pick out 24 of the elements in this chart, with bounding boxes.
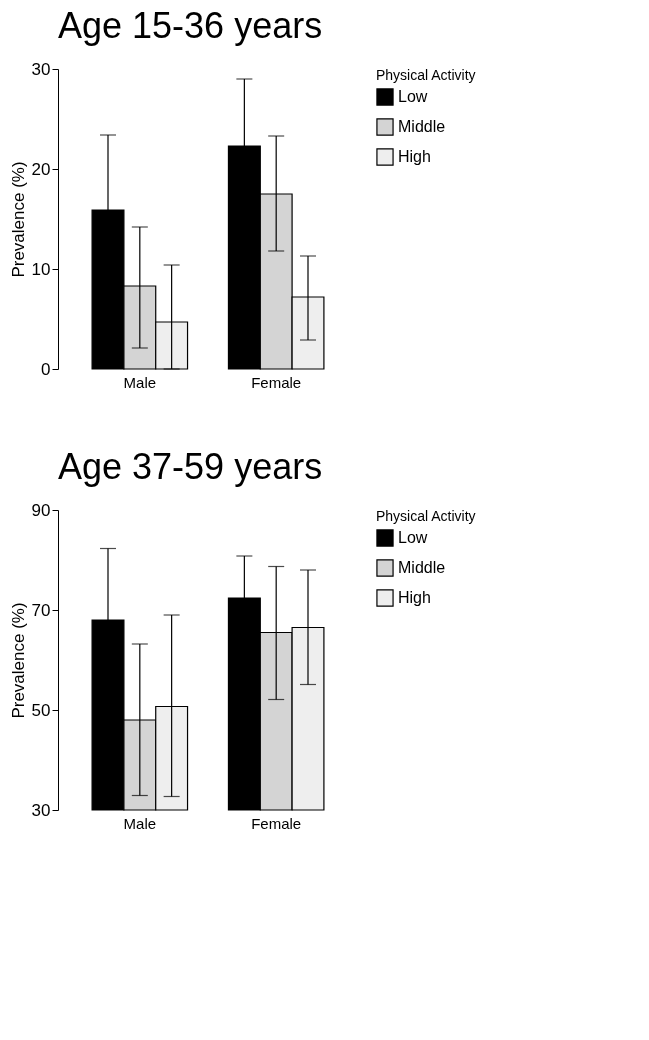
y-tick-label: 90 — [31, 500, 51, 520]
x-tick-label: Female — [251, 814, 302, 832]
legend-label: Middle — [398, 118, 446, 135]
y-tick-label: 50 — [31, 700, 51, 720]
legend-label: High — [398, 589, 431, 606]
chart-title: Age 15-36 years — [58, 5, 323, 46]
chart-title: Age 37-59 years — [58, 446, 323, 487]
y-tick-label: 0 — [41, 359, 51, 379]
y-tick-label: 10 — [31, 259, 51, 279]
y-tick-label: 70 — [31, 600, 51, 620]
legend-label: Low — [398, 88, 428, 105]
y-tick-label: 20 — [31, 159, 51, 179]
x-tick-label: Male — [123, 814, 157, 832]
x-tick-label: Male — [123, 373, 157, 391]
y-axis-title: Prevalence (%) — [8, 161, 28, 278]
legend-title: Physical Activity — [376, 508, 476, 524]
legend-label: Low — [398, 529, 428, 546]
legend-label: High — [398, 148, 431, 165]
y-tick-label: 30 — [31, 59, 51, 79]
legend-label: Middle — [398, 559, 446, 576]
x-tick-label: Female — [251, 373, 302, 391]
legend-title: Physical Activity — [376, 67, 476, 83]
y-tick-label: 30 — [31, 800, 51, 820]
y-axis-title: Prevalence (%) — [8, 602, 28, 719]
